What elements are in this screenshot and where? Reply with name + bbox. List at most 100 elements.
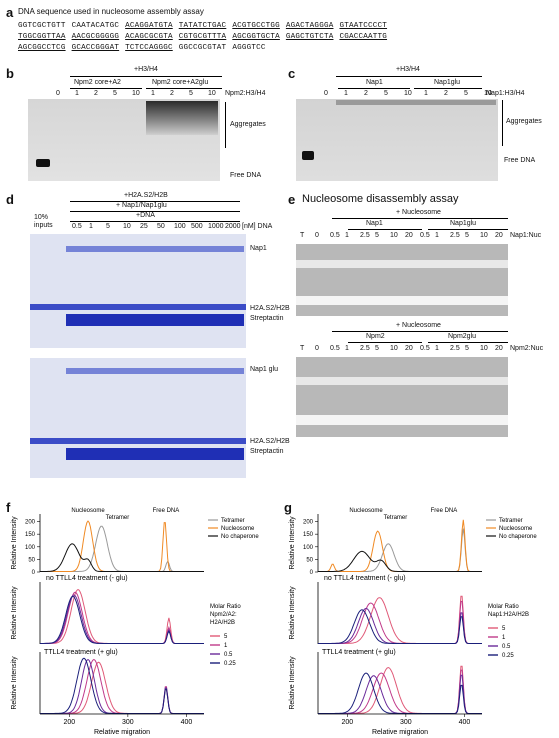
lane-label: 2 bbox=[94, 90, 98, 97]
streptactin-band bbox=[66, 448, 244, 460]
sequence-group: AGGGTCC bbox=[232, 44, 266, 52]
y-tick-label: 150 bbox=[25, 532, 36, 538]
panel-c-free-label: Free DNA bbox=[504, 157, 536, 164]
tetramer-annotation: Tetramer bbox=[384, 515, 408, 521]
panel-d-top-label-1: Nap1 bbox=[250, 245, 267, 252]
panel-e-top-group2: Nap1glu bbox=[450, 220, 477, 227]
sequence-group: TGGCGGTTAA bbox=[18, 33, 66, 41]
x-tick-label: 300 bbox=[400, 719, 412, 726]
legend-label: Nucleosome bbox=[221, 526, 255, 532]
lane-label: 1 bbox=[435, 232, 439, 239]
trace-tetramer bbox=[40, 525, 204, 572]
panel-c-group1-line bbox=[338, 88, 410, 89]
lane-label: 0.5 bbox=[330, 232, 340, 239]
panel-c-group1: Nap1 bbox=[366, 79, 383, 86]
lane-label: 1 bbox=[435, 345, 439, 352]
bottom-plot-title: TTLL4 treatment (+ glu) bbox=[322, 649, 396, 656]
sequence-group: TCTCCAGGGC bbox=[125, 44, 173, 52]
y-tick-label: 50 bbox=[28, 557, 35, 563]
lane-label: 20 bbox=[405, 232, 413, 239]
free-dna-band bbox=[296, 415, 508, 425]
panel-b-ratio-label: Npm2:H3/H4 bbox=[225, 90, 266, 97]
bottom-plot-title: TTLL4 treatment (+ glu) bbox=[44, 649, 118, 656]
panel-e-top-ratio-label: Nap1:Nuc bbox=[510, 232, 542, 239]
ratio-label: 0.25 bbox=[502, 653, 514, 659]
panel-b-header-line bbox=[70, 76, 222, 77]
lane-label: 10 bbox=[208, 90, 216, 97]
lane-label: 5 bbox=[384, 90, 388, 97]
lane-label: 10 bbox=[132, 90, 140, 97]
lane-label: 0.5 bbox=[420, 232, 430, 239]
lane-label: 0 bbox=[315, 345, 319, 352]
panel-e-gel-top bbox=[296, 244, 508, 316]
sequence-group: GTAATCCCCT bbox=[339, 22, 388, 30]
ratio-legend-title: Molar Ratio bbox=[488, 604, 519, 610]
lane-label: 2.5 bbox=[450, 232, 460, 239]
lane-label: 5 bbox=[106, 223, 110, 230]
x-tick-label: 200 bbox=[341, 719, 353, 726]
panel-b-group2: Npm2 core+A2glu bbox=[152, 79, 209, 86]
aggregates-bracket bbox=[502, 100, 503, 146]
trace-r5 bbox=[318, 595, 482, 644]
sequence-group: GGTCGCTGTT bbox=[18, 22, 66, 30]
panel-d-conc-label: [nM] DNA bbox=[242, 223, 273, 230]
panel-e-gline2 bbox=[428, 229, 508, 230]
lane-label: 10 bbox=[404, 90, 412, 97]
trace-r1 bbox=[40, 658, 204, 714]
x-tick-label: 400 bbox=[181, 719, 193, 726]
y-tick-label: 100 bbox=[25, 545, 36, 551]
trace-r025 bbox=[318, 609, 482, 644]
sequence-group: GGCCGCGTAT bbox=[178, 44, 227, 52]
panel-c-group2-line bbox=[414, 88, 482, 89]
sequence-group: ACAGGATGTA bbox=[125, 22, 173, 30]
panel-b-free-label: Free DNA bbox=[230, 172, 262, 179]
panel-d-line1 bbox=[70, 201, 240, 202]
trace-r5 bbox=[40, 661, 204, 714]
nap1glu-band bbox=[66, 368, 244, 374]
panel-d-line3 bbox=[70, 221, 240, 222]
trace-r025 bbox=[40, 657, 204, 714]
lane-label: 2.5 bbox=[450, 345, 460, 352]
panel-b-letter: b bbox=[6, 66, 14, 81]
panel-c-gel bbox=[296, 99, 498, 181]
panel-b-header: +H3/H4 bbox=[134, 66, 158, 73]
lane-label: 25 bbox=[140, 223, 148, 230]
y-tick-label: 200 bbox=[25, 520, 36, 526]
lane-label: 1 bbox=[75, 90, 79, 97]
lane-label: 5 bbox=[465, 232, 469, 239]
mid-plot-title: no TTLL4 treatment (- glu) bbox=[324, 575, 406, 582]
h2a-band bbox=[30, 438, 246, 444]
panel-b-group1-line bbox=[70, 88, 142, 89]
lane-label: 5 bbox=[189, 90, 193, 97]
lane-label: 5 bbox=[465, 345, 469, 352]
panel-f: f 0 50 100 150 200 Relative Intensity Relative… bbox=[4, 500, 279, 736]
panel-d-header1: +H2A.S2/H2B bbox=[124, 192, 168, 199]
lane-label: 2.5 bbox=[360, 232, 370, 239]
ratio-label: 1 bbox=[502, 635, 506, 641]
panel-e-line-top bbox=[332, 218, 508, 219]
panel-e-gel-bottom bbox=[296, 357, 508, 437]
x-axis-label: Relative migration bbox=[94, 729, 150, 736]
lane-label: 10 bbox=[123, 223, 131, 230]
panel-d-line2 bbox=[70, 211, 240, 212]
lane-label: 0 bbox=[324, 90, 328, 97]
y-axis-label: Relative Intensity bbox=[289, 516, 296, 570]
streptactin-band bbox=[66, 314, 244, 326]
legend-label: Tetramer bbox=[221, 518, 245, 524]
lane-label: 5 bbox=[375, 232, 379, 239]
lane-label: 20 bbox=[495, 232, 503, 239]
lane-label: 0.5 bbox=[72, 223, 82, 230]
aggregates-bracket bbox=[225, 102, 226, 148]
panel-c: c +H3/H4 Nap1 Nap1glu 0 1 2 5 10 1 2 5 10 Nap1:H… bbox=[286, 66, 558, 186]
panel-f-plots: 0 50 100 150 200 Relative Intensity Relative I… bbox=[11, 508, 259, 736]
y-tick-label: 100 bbox=[303, 545, 314, 551]
panel-e-bottom-group2: Npm2glu bbox=[448, 333, 477, 340]
sequence-line: GGTCGCTGTT CAATACATGC ACAGGATGTA TATATCTGAC… bbox=[18, 22, 393, 33]
y-tick-label: 0 bbox=[32, 570, 36, 576]
lane-label: 1 bbox=[344, 90, 348, 97]
lane-label: 100 bbox=[174, 223, 186, 230]
ratio-label: 0.5 bbox=[502, 644, 511, 650]
y-tick-label: 50 bbox=[306, 557, 313, 563]
lane-label: 10 bbox=[390, 232, 398, 239]
well-bands bbox=[336, 100, 496, 105]
